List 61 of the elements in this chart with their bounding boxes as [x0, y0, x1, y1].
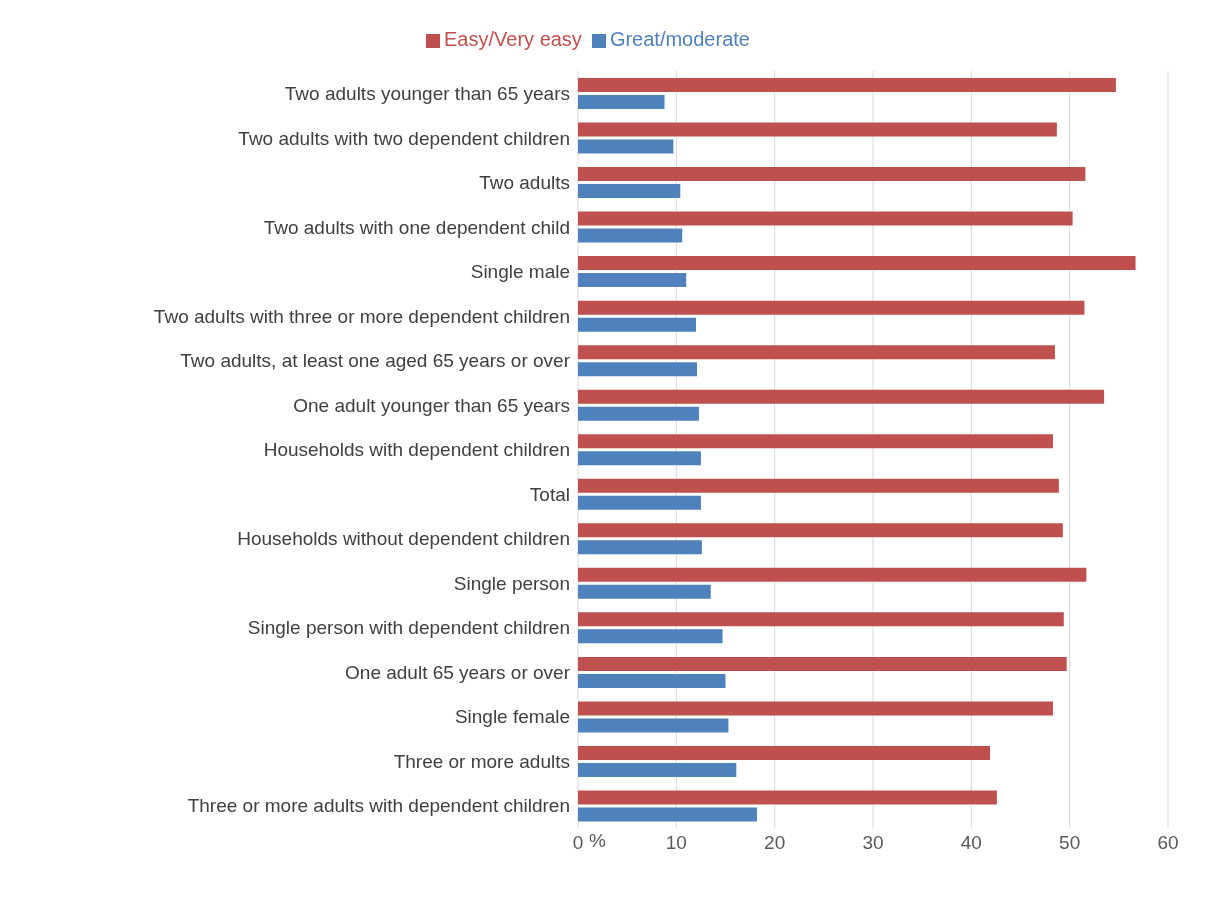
- bar: [578, 211, 1073, 226]
- bar: [578, 523, 1063, 538]
- y-tick-label: Households without dependent children: [237, 528, 570, 550]
- x-tick-label: 10: [665, 832, 687, 854]
- bar: [578, 273, 687, 288]
- y-tick-label: Single person with dependent children: [247, 617, 570, 639]
- y-tick-label: Two adults: [479, 172, 570, 194]
- y-tick-label: Two adults with one dependent child: [263, 216, 570, 238]
- y-tick-label: Single male: [470, 261, 570, 283]
- bar: [578, 673, 726, 688]
- bar: [578, 300, 1085, 315]
- legend-label: Great/moderate: [609, 28, 750, 50]
- bar: [578, 317, 696, 332]
- y-tick-label: Two adults with two dependent children: [238, 127, 570, 149]
- y-tick-label: Two adults, at least one aged 65 years or over: [180, 350, 571, 372]
- y-tick-label: Two adults younger than 65 years: [284, 83, 570, 105]
- bar: [578, 567, 1087, 582]
- bar: [578, 184, 681, 199]
- legend-label: Easy/Very easy: [444, 28, 582, 50]
- bar: [578, 451, 701, 466]
- bar: [578, 78, 1116, 92]
- bar: [578, 762, 737, 777]
- bar: [578, 139, 674, 154]
- bar: [578, 540, 702, 555]
- bar: [578, 345, 1055, 360]
- bar: [578, 656, 1067, 671]
- bar: [578, 701, 1053, 716]
- x-tick-label: 20: [764, 832, 786, 854]
- x-tick-label: 50: [1059, 832, 1081, 854]
- bar: [578, 718, 729, 733]
- y-tick-label: Three or more adults: [393, 750, 570, 772]
- x-tick-label: 60: [1157, 832, 1179, 854]
- bar: [578, 584, 711, 599]
- y-tick-label: Two adults with three or more dependent children: [153, 305, 570, 327]
- x-tick-label: 40: [960, 832, 982, 854]
- bar: [578, 389, 1105, 404]
- x-tick-label: 30: [862, 832, 884, 854]
- bar: [578, 95, 665, 109]
- bar: [578, 478, 1059, 493]
- x-tick-label: 0: [572, 832, 584, 854]
- y-tick-label: Single person: [453, 572, 570, 594]
- x-axis-title: %: [589, 829, 607, 851]
- bar: [578, 790, 997, 805]
- y-tick-label: Total: [529, 483, 570, 505]
- y-tick-label: Single female: [454, 706, 570, 728]
- bar: [578, 122, 1057, 137]
- bar: [578, 228, 683, 243]
- bar: [578, 612, 1064, 627]
- bar: [578, 495, 701, 510]
- bar: [578, 807, 757, 822]
- bar: [578, 167, 1086, 182]
- bar: [578, 256, 1136, 271]
- bar: [578, 745, 991, 760]
- bar: [578, 434, 1053, 449]
- bar: [578, 406, 699, 421]
- bar: [578, 629, 723, 644]
- bar: [578, 362, 697, 377]
- y-tick-label: One adult younger than 65 years: [293, 394, 570, 416]
- y-tick-label: One adult 65 years or over: [345, 661, 571, 683]
- y-tick-label: Households with dependent children: [263, 439, 570, 461]
- y-tick-label: Three or more adults with dependent children: [187, 795, 570, 817]
